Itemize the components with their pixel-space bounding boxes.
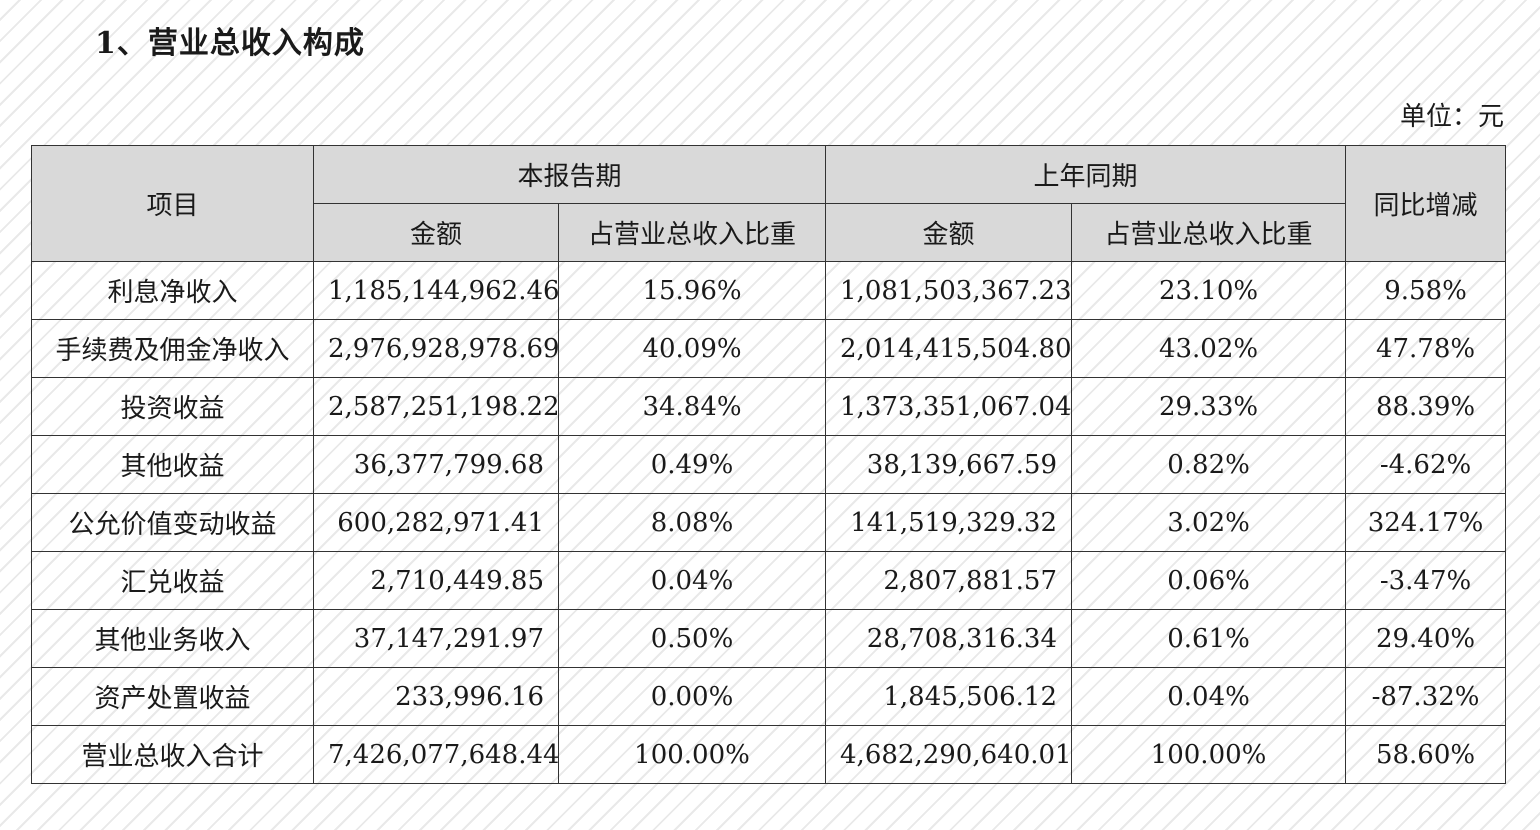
cell-current-amount: 233,996.16 [313, 667, 559, 726]
cell-prior-amount: 28,708,316.34 [825, 609, 1073, 668]
cell-item: 手续费及佣金净收入 [31, 319, 314, 378]
cell-current-amount: 2,976,928,978.69 [313, 319, 559, 378]
cell-item: 营业总收入合计 [31, 725, 314, 784]
cell-prior-share: 23.10% [1071, 261, 1347, 320]
cell-yoy: 9.58% [1345, 261, 1507, 320]
header-yoy: 同比增减 [1345, 145, 1507, 262]
cell-current-share: 0.49% [557, 435, 827, 494]
cell-prior-share: 0.61% [1071, 609, 1347, 668]
cell-prior-amount: 4,682,290,640.01 [825, 725, 1073, 784]
cell-prior-amount: 1,845,506.12 [825, 667, 1073, 726]
table-header: 项目 本报告期 上年同期 同比增减 金额 占营业总收入比重 金额 占营业总收入比… [31, 145, 1507, 262]
cell-prior-share: 0.06% [1071, 551, 1347, 610]
cell-current-amount: 36,377,799.68 [313, 435, 559, 494]
cell-current-share: 34.84% [557, 377, 827, 436]
cell-item: 其他收益 [31, 435, 314, 494]
header-current-period: 本报告期 [312, 145, 827, 204]
cell-yoy: 29.40% [1345, 609, 1507, 668]
cell-current-amount: 2,710,449.85 [313, 551, 559, 610]
cell-current-share: 100.00% [557, 725, 827, 784]
cell-prior-share: 43.02% [1071, 319, 1347, 378]
cell-current-amount: 1,185,144,962.46 [313, 261, 559, 320]
cell-current-amount: 7,426,077,648.44 [313, 725, 559, 784]
cell-current-amount: 2,587,251,198.22 [313, 377, 559, 436]
revenue-composition-table: 项目 本报告期 上年同期 同比增减 金额 占营业总收入比重 金额 占营业总收入比… [31, 145, 1507, 784]
cell-prior-amount: 2,807,881.57 [825, 551, 1073, 610]
table-row: 利息净收入 1,185,144,962.46 15.96% 1,081,503,367… [31, 261, 1507, 320]
table-row: 汇兑收益 2,710,449.85 0.04% 2,807,881.57 0.06% -3… [31, 551, 1507, 610]
cell-current-share: 0.00% [557, 667, 827, 726]
header-prior-share: 占营业总收入比重 [1071, 203, 1347, 262]
table-body: 利息净收入 1,185,144,962.46 15.96% 1,081,503,367… [31, 261, 1507, 784]
table-row: 投资收益 2,587,251,198.22 34.84% 1,373,351,067.… [31, 377, 1507, 436]
header-prior-period: 上年同期 [825, 145, 1347, 204]
cell-item: 公允价值变动收益 [31, 493, 314, 552]
table-row: 其他业务收入 37,147,291.97 0.50% 28,708,316.34 0.6… [31, 609, 1507, 668]
cell-item: 其他业务收入 [31, 609, 314, 668]
cell-yoy: -87.32% [1345, 667, 1507, 726]
cell-yoy: 47.78% [1345, 319, 1507, 378]
table-row: 其他收益 36,377,799.68 0.49% 38,139,667.59 0.82%… [31, 435, 1507, 494]
table-row: 手续费及佣金净收入 2,976,928,978.69 40.09% 2,014,415… [31, 319, 1507, 378]
cell-prior-share: 0.82% [1071, 435, 1347, 494]
unit-label: 单位：元 [1399, 102, 1504, 132]
cell-yoy: -4.62% [1345, 435, 1507, 494]
cell-prior-amount: 1,373,351,067.04 [825, 377, 1073, 436]
cell-item: 利息净收入 [31, 261, 314, 320]
cell-current-share: 0.50% [557, 609, 827, 668]
cell-prior-amount: 38,139,667.59 [825, 435, 1073, 494]
cell-item: 汇兑收益 [31, 551, 314, 610]
header-current-share: 占营业总收入比重 [557, 203, 827, 262]
header-prior-amount: 金额 [825, 203, 1073, 262]
cell-prior-amount: 2,014,415,504.80 [825, 319, 1073, 378]
cell-prior-amount: 1,081,503,367.23 [825, 261, 1073, 320]
cell-prior-share: 100.00% [1071, 725, 1347, 784]
cell-current-share: 0.04% [557, 551, 827, 610]
section-title: 1、营业总收入构成 [95, 26, 365, 61]
table-row: 资产处置收益 233,996.16 0.00% 1,845,506.12 0.04% -8… [31, 667, 1507, 726]
cell-current-share: 40.09% [557, 319, 827, 378]
header-row-sub: 金额 占营业总收入比重 金额 占营业总收入比重 [32, 203, 1506, 262]
cell-current-share: 8.08% [557, 493, 827, 552]
cell-yoy: 324.17% [1345, 493, 1507, 552]
table-row: 营业总收入合计 7,426,077,648.44 100.00% 4,682,290,… [31, 725, 1507, 784]
cell-prior-share: 3.02% [1071, 493, 1347, 552]
table-row: 公允价值变动收益 600,282,971.41 8.08% 141,519,329.3… [31, 493, 1507, 552]
cell-prior-share: 0.04% [1071, 667, 1347, 726]
cell-item: 资产处置收益 [31, 667, 314, 726]
cell-item: 投资收益 [31, 377, 314, 436]
cell-prior-share: 29.33% [1071, 377, 1347, 436]
header-current-amount: 金额 [313, 203, 559, 262]
cell-current-share: 15.96% [557, 261, 827, 320]
cell-yoy: 58.60% [1345, 725, 1507, 784]
cell-current-amount: 37,147,291.97 [313, 609, 559, 668]
cell-yoy: 88.39% [1345, 377, 1507, 436]
cell-current-amount: 600,282,971.41 [313, 493, 559, 552]
header-item: 项目 [31, 145, 314, 262]
header-row-top: 项目 本报告期 上年同期 同比增减 [31, 145, 1507, 262]
cell-yoy: -3.47% [1345, 551, 1507, 610]
cell-prior-amount: 141,519,329.32 [825, 493, 1073, 552]
